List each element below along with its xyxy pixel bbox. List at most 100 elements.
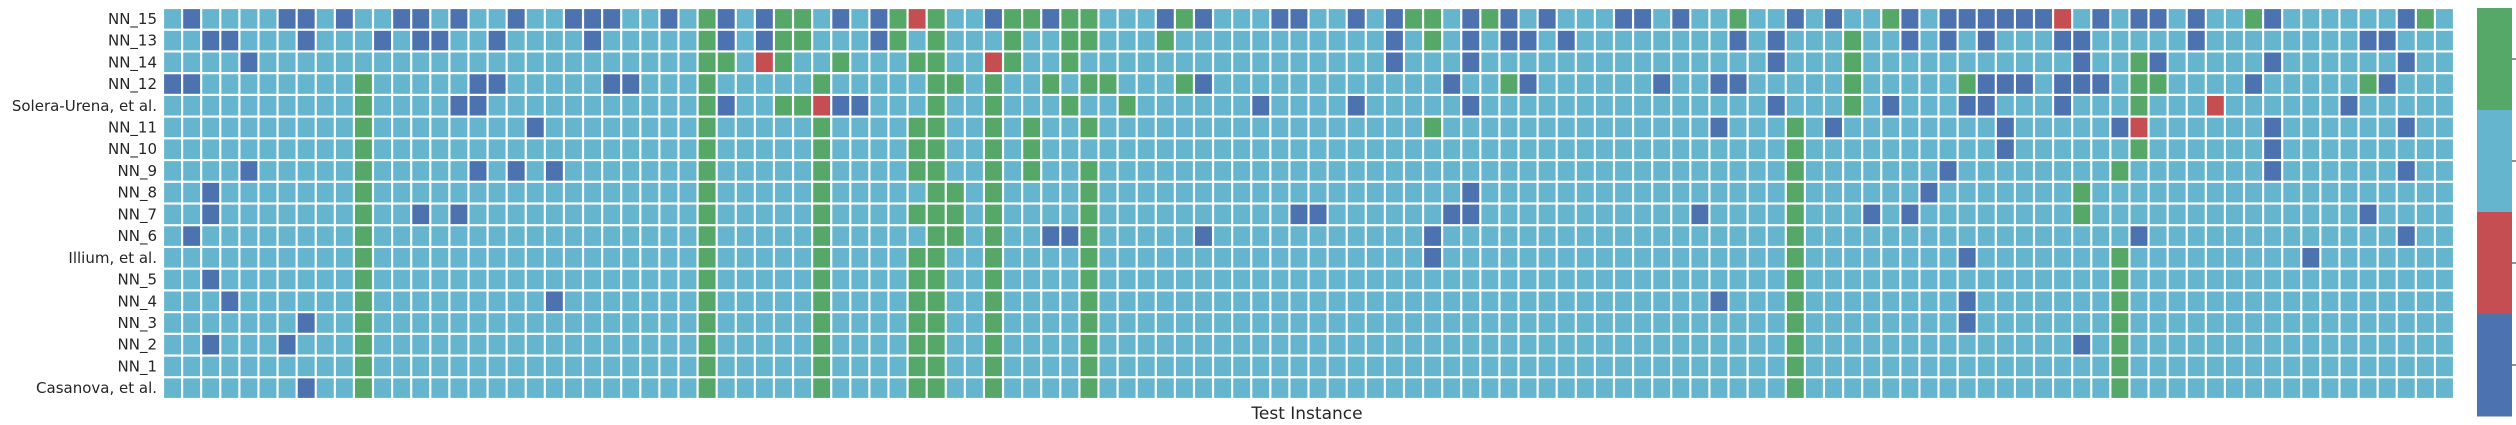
heatmap-cell	[1710, 30, 1728, 51]
heatmap-cell	[1137, 356, 1155, 377]
heatmap-cell	[507, 52, 525, 73]
heatmap-cell	[736, 95, 754, 116]
heatmap-cell	[2073, 95, 2091, 116]
heatmap-cell	[1748, 30, 1766, 51]
heatmap-cell	[1023, 356, 1041, 377]
heatmap-cell	[450, 52, 468, 73]
heatmap-cell	[1347, 334, 1365, 355]
heatmap-cell	[1729, 182, 1747, 203]
heatmap-cell	[1996, 334, 2014, 355]
heatmap-cell	[1863, 291, 1881, 312]
heatmap-cell	[335, 313, 353, 333]
heatmap-cell	[316, 30, 334, 51]
heatmap-cell	[1557, 356, 1575, 377]
heatmap-cell	[717, 356, 735, 377]
heatmap-cell	[1767, 291, 1785, 312]
heatmap-cell	[1634, 117, 1652, 138]
heatmap-cell	[641, 226, 659, 246]
heatmap-cell	[679, 30, 697, 51]
heatmap-cell	[755, 313, 773, 333]
heatmap-cell	[1042, 378, 1060, 398]
heatmap-cell	[488, 74, 506, 94]
heatmap-cell	[1939, 95, 1957, 116]
heatmap-cell	[2264, 117, 2282, 138]
heatmap-cell	[1385, 291, 1403, 312]
heatmap-cell	[1462, 139, 1480, 159]
heatmap-cell	[2436, 117, 2453, 138]
heatmap-cell	[526, 139, 544, 159]
heatmap-cell	[1061, 204, 1079, 225]
heatmap-cell	[1805, 30, 1823, 51]
heatmap-cell	[297, 52, 315, 73]
heatmap-cell	[412, 313, 430, 333]
heatmap-cell	[1710, 139, 1728, 159]
heatmap-cell	[2187, 95, 2205, 116]
heatmap-cell	[221, 356, 239, 377]
heatmap-cell	[393, 334, 411, 355]
heatmap-cell	[1080, 226, 1098, 246]
heatmap-cell	[374, 248, 391, 268]
heatmap-cell	[2226, 95, 2243, 116]
heatmap-cell	[2149, 226, 2167, 246]
heatmap-cell	[2206, 30, 2224, 51]
heatmap-cell	[1328, 334, 1346, 355]
heatmap-cell	[1805, 161, 1823, 181]
heatmap-cell	[316, 9, 334, 29]
heatmap-cell	[985, 269, 1002, 290]
heatmap-cell	[2436, 182, 2453, 203]
heatmap-cell	[1825, 378, 1842, 398]
heatmap-cell	[1920, 291, 1938, 312]
heatmap-cell	[393, 378, 411, 398]
heatmap-cell	[2206, 139, 2224, 159]
heatmap-cell	[278, 117, 296, 138]
heatmap-cell	[393, 182, 411, 203]
heatmap-cell	[1557, 313, 1575, 333]
heatmap-cell	[1786, 139, 1804, 159]
heatmap-cell	[1519, 95, 1537, 116]
heatmap-cell	[775, 139, 792, 159]
heatmap-cell	[2340, 356, 2358, 377]
heatmap-cell	[1080, 356, 1098, 377]
heatmap-cell	[2397, 248, 2415, 268]
heatmap-cell	[1634, 248, 1652, 268]
heatmap-cell	[1195, 204, 1212, 225]
heatmap-cell	[813, 378, 831, 398]
heatmap-cell	[259, 313, 277, 333]
heatmap-cell	[202, 204, 220, 225]
heatmap-cell	[1290, 182, 1308, 203]
heatmap-cell	[794, 30, 812, 51]
heatmap-cell	[2054, 9, 2072, 29]
heatmap-cell	[1729, 378, 1747, 398]
heatmap-cell	[870, 30, 888, 51]
heatmap-cell	[278, 74, 296, 94]
heatmap-cell	[1901, 291, 1919, 312]
heatmap-cell	[1615, 378, 1632, 398]
heatmap-cell	[946, 182, 964, 203]
heatmap-cell	[1233, 334, 1251, 355]
heatmap-cell	[1653, 95, 1671, 116]
heatmap-cell	[2245, 204, 2262, 225]
heatmap-cell	[2436, 378, 2453, 398]
heatmap-cell	[240, 248, 258, 268]
heatmap-cell	[603, 9, 621, 29]
heatmap-cell	[2168, 226, 2186, 246]
heatmap-cell	[927, 269, 945, 290]
heatmap-cell	[965, 182, 983, 203]
heatmap-cell	[1576, 161, 1594, 181]
heatmap-cell	[775, 52, 792, 73]
heatmap-cell	[2168, 182, 2186, 203]
heatmap-cell	[1424, 378, 1442, 398]
heatmap-cell	[832, 291, 850, 312]
heatmap-cell	[1195, 117, 1212, 138]
heatmap-cell	[1767, 9, 1785, 29]
heatmap-cell	[1385, 117, 1403, 138]
heatmap-cell	[2226, 248, 2243, 268]
heatmap-cell	[1309, 204, 1327, 225]
heatmap-cell	[1977, 356, 1995, 377]
heatmap-cell	[641, 95, 659, 116]
heatmap-cell	[1462, 378, 1480, 398]
heatmap-cell	[584, 378, 602, 398]
heatmap-cell	[832, 356, 850, 377]
heatmap-cell	[355, 52, 372, 73]
